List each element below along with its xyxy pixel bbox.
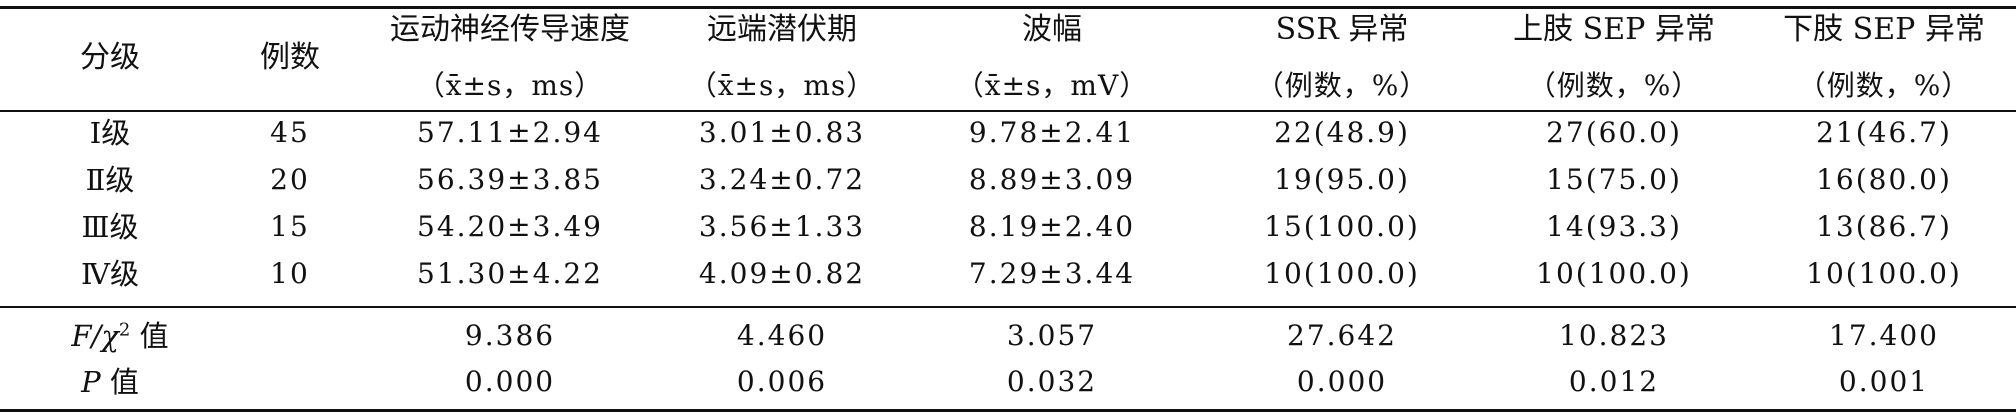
header-amp-unit: （x̄±s，mV）: [955, 69, 1149, 102]
stats-rule: [0, 306, 2016, 308]
row3-cases: 15: [270, 210, 310, 243]
row4-upper-sep: 10(100.0): [1536, 257, 1692, 290]
row3-latency: 3.56±1.33: [698, 210, 866, 243]
p-label-suffix: 值: [100, 365, 139, 399]
row1-grade: Ⅰ级: [89, 116, 131, 150]
header-mcv-unit: （x̄±s，ms）: [416, 69, 604, 102]
row2-ssr: 19(95.0): [1274, 163, 1410, 196]
row1-cases: 45: [270, 116, 310, 149]
header-lower-sep-unit: （例数，%）: [1797, 69, 1971, 102]
p-value-upper-sep: 0.012: [1568, 365, 1660, 398]
f-chi2-label-sup: 2: [118, 319, 131, 341]
header-lower-sep: 下肢 SEP 异常: [1783, 12, 1985, 47]
row3-lower-sep: 13(86.7): [1816, 210, 1952, 243]
row4-amp: 7.29±3.44: [968, 257, 1136, 290]
row2-grade: Ⅱ级: [85, 163, 135, 197]
header-latency-unit: （x̄±s，ms）: [688, 69, 876, 102]
header-latency: 远端潜伏期: [707, 12, 857, 47]
chi2-value-upper-sep: 10.823: [1559, 319, 1669, 352]
row2-latency: 3.24±0.72: [698, 163, 866, 196]
header-rule: [0, 110, 2016, 112]
row2-lower-sep: 16(80.0): [1816, 163, 1952, 196]
header-mcv: 运动神经传导速度: [390, 12, 630, 47]
row2-mcv: 56.39±3.85: [417, 163, 603, 196]
row3-upper-sep: 14(93.3): [1546, 210, 1682, 243]
header-grade: 分级: [80, 40, 140, 75]
p-label-text: P: [81, 365, 101, 399]
row3-grade: Ⅲ级: [81, 210, 139, 244]
row4-cases: 10: [270, 257, 310, 290]
row1-upper-sep: 27(60.0): [1546, 116, 1682, 149]
row3-ssr: 15(100.0): [1264, 210, 1420, 243]
row4-lower-sep: 10(100.0): [1806, 257, 1962, 290]
row1-mcv: 57.11±2.94: [417, 116, 603, 149]
chi2-value-lower-sep: 17.400: [1829, 319, 1939, 352]
row3-amp: 8.19±2.40: [968, 210, 1136, 243]
row4-mcv: 51.30±4.22: [417, 257, 603, 290]
f-chi2-label-suffix: 值: [130, 319, 169, 353]
row1-ssr: 22(48.9): [1274, 116, 1410, 149]
header-amp: 波幅: [1022, 12, 1082, 47]
f-value-amp: 3.057: [1006, 319, 1098, 352]
p-value-lower-sep: 0.001: [1838, 365, 1930, 398]
row4-latency: 4.09±0.82: [698, 257, 866, 290]
row3-mcv: 54.20±3.49: [417, 210, 603, 243]
p-value-ssr: 0.000: [1296, 365, 1388, 398]
row4-grade: Ⅳ级: [81, 257, 139, 291]
bottom-rule: [0, 409, 2016, 412]
row2-amp: 8.89±3.09: [968, 163, 1136, 196]
header-cases: 例数: [260, 40, 320, 75]
f-value-mcv: 9.386: [464, 319, 556, 352]
row1-latency: 3.01±0.83: [698, 116, 866, 149]
row1-lower-sep: 21(46.7): [1816, 116, 1952, 149]
header-upper-sep: 上肢 SEP 异常: [1513, 12, 1715, 47]
chi2-value-ssr: 27.642: [1287, 319, 1397, 352]
row2-upper-sep: 15(75.0): [1546, 163, 1682, 196]
f-chi2-label-text: F/χ: [71, 319, 119, 353]
f-chi2-label: F/χ2 值: [71, 318, 168, 354]
header-ssr: SSR 异常: [1275, 12, 1409, 47]
row2-cases: 20: [270, 163, 310, 196]
p-value-latency: 0.006: [736, 365, 828, 398]
p-value-mcv: 0.000: [464, 365, 556, 398]
p-label: P 值: [81, 364, 139, 400]
header-ssr-unit: （例数，%）: [1255, 69, 1429, 102]
p-value-amp: 0.032: [1006, 365, 1098, 398]
header-upper-sep-unit: （例数，%）: [1527, 69, 1701, 102]
f-value-latency: 4.460: [736, 319, 828, 352]
row1-amp: 9.78±2.41: [968, 116, 1136, 149]
top-rule: [0, 6, 2016, 9]
row4-ssr: 10(100.0): [1264, 257, 1420, 290]
